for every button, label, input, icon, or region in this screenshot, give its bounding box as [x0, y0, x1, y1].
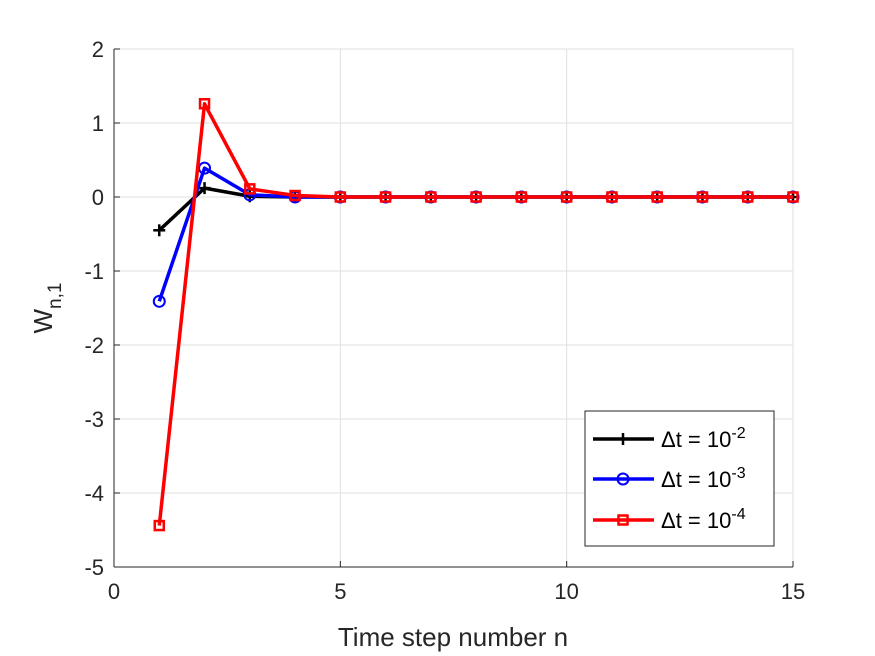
marker-square	[334, 191, 347, 203]
marker-plus	[617, 433, 629, 445]
axes	[113, 48, 794, 568]
y-tick-label: 0	[92, 185, 104, 210]
marker-square	[425, 191, 437, 203]
x-tick-label: 5	[334, 579, 346, 604]
marker-square	[470, 191, 482, 203]
x-tick-label: 0	[108, 579, 120, 604]
legend-label-base: Δt = 10	[661, 427, 731, 452]
legend-label: Δt = 10-3	[661, 465, 746, 492]
legend-label: Δt = 10-2	[661, 425, 746, 452]
legend-label-exponent: -4	[731, 506, 745, 523]
x-axis-label: Time step number n	[338, 622, 568, 652]
series-line	[157, 102, 793, 526]
marker-square	[244, 183, 256, 195]
legend-label-base: Δt = 10	[661, 467, 731, 492]
y-tick-label: -2	[84, 333, 104, 358]
legend-label-base: Δt = 10	[661, 508, 731, 533]
y-tick-label: -3	[84, 407, 104, 432]
marker-square	[289, 189, 301, 202]
series-group	[152, 98, 800, 532]
marker-square	[696, 191, 709, 203]
marker-square	[153, 519, 166, 532]
series-3	[153, 98, 799, 532]
y-tick-label: -1	[84, 259, 104, 284]
y-tick-label: -4	[84, 481, 104, 506]
x-tick-label: 10	[554, 579, 578, 604]
y-tick-label: -5	[84, 555, 104, 580]
marker-circle	[616, 472, 630, 486]
marker-square	[379, 191, 392, 203]
marker-square	[617, 514, 629, 526]
marker-circle	[152, 294, 166, 308]
marker-square	[515, 191, 528, 203]
y-axis-label: Wn,1	[28, 283, 66, 334]
legend-label-exponent: -3	[731, 465, 745, 482]
legend-entry-3: Δt = 10-4	[593, 506, 746, 533]
x-tick-label: 15	[781, 579, 805, 604]
legend-entry-2: Δt = 10-3	[593, 465, 746, 492]
legend-label: Δt = 10-4	[661, 506, 746, 533]
marker-square	[741, 191, 754, 203]
marker-plus	[198, 182, 211, 195]
marker-square	[198, 98, 211, 110]
marker-square	[606, 191, 618, 203]
y-axis-label-main: W	[28, 308, 58, 333]
y-tick-label: 1	[92, 111, 104, 136]
marker-square	[651, 191, 663, 203]
marker-square	[560, 191, 573, 203]
legend-label-exponent: -2	[731, 425, 745, 442]
legend: Δt = 10-2Δt = 10-3Δt = 10-4	[584, 410, 775, 547]
marker-square	[787, 191, 799, 203]
y-axis-label-subscript: n,1	[45, 283, 66, 309]
marker-plus	[153, 224, 166, 237]
y-tick-label: 2	[92, 37, 104, 62]
legend-entry-1: Δt = 10-2	[593, 425, 746, 452]
